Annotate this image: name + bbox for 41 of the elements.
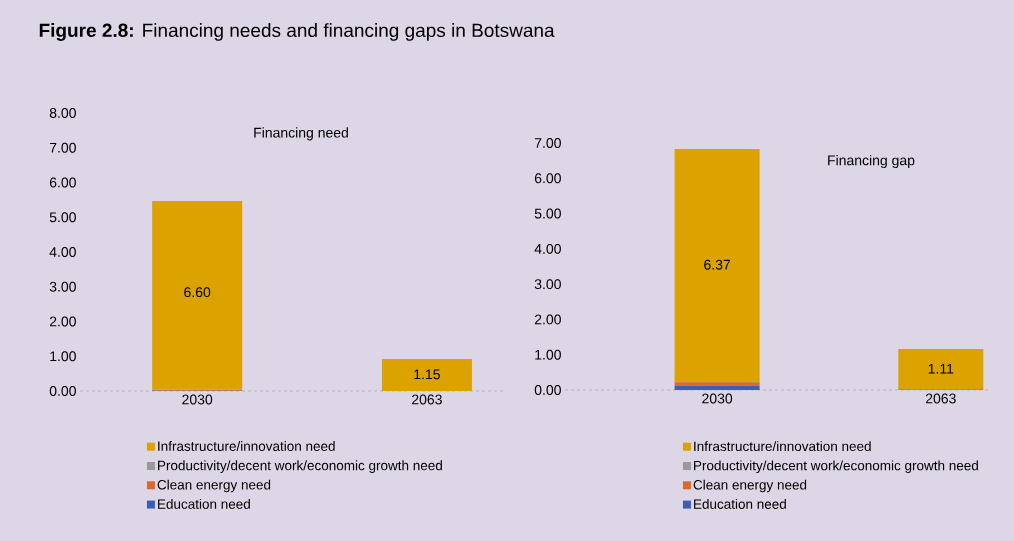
legend-label: Productivity/decent work/economic growth need <box>158 460 442 473</box>
y-tick-label: 4.00 <box>49 247 76 257</box>
annotation: 6.60 <box>184 287 211 298</box>
legend-label: Productivity/decent work/economic growth need <box>694 460 978 473</box>
annotation: 6.37 <box>704 259 731 270</box>
text: Financing gap <box>828 155 915 169</box>
bar <box>674 385 760 390</box>
x-tick-label: 2030 <box>182 394 213 405</box>
legend-label: Clean energy need <box>157 479 271 493</box>
text: Financing need <box>254 127 348 141</box>
bar <box>674 149 760 382</box>
y-tick-label: 7.00 <box>49 142 76 153</box>
x-tick-label: 2030 <box>702 393 733 404</box>
y-tick-label: 1.00 <box>50 351 76 362</box>
y-tick-label: 0.00 <box>534 385 561 395</box>
y-tick-label: 5.00 <box>49 212 76 223</box>
y-tick-label: 7.00 <box>534 138 561 148</box>
annotation: 1.15 <box>414 369 440 380</box>
y-tick-label: 6.00 <box>49 177 76 188</box>
y-tick-label: 4.00 <box>534 243 561 254</box>
legend-label: Education need <box>158 498 250 509</box>
bar <box>898 349 984 390</box>
legend-label: Infrastructure/innovation need <box>694 441 871 452</box>
y-tick-label: 3.00 <box>534 279 561 290</box>
y-tick-label: 6.00 <box>534 173 561 184</box>
bar <box>152 200 243 390</box>
y-tick-label: 2.00 <box>49 316 76 327</box>
legend-label: Infrastructure/innovation need <box>158 441 335 451</box>
legend-label: Clean energy need <box>693 479 807 493</box>
chart-title: Figure 2.8: Financing needs and financing gaps in Botswana <box>39 23 555 41</box>
legend-label: Education need <box>694 498 786 509</box>
x-tick-label: 2063 <box>925 393 956 404</box>
bar <box>381 359 472 391</box>
y-tick-label: 1.00 <box>535 349 561 360</box>
y-tick-label: 8.00 <box>49 108 76 118</box>
y-tick-label: 2.00 <box>534 314 561 325</box>
y-tick-label: 3.00 <box>49 281 76 292</box>
y-tick-label: 0.00 <box>49 386 76 396</box>
annotation: 1.11 <box>928 363 954 374</box>
y-tick-label: 5.00 <box>534 208 561 219</box>
x-tick-label: 2063 <box>412 394 442 405</box>
